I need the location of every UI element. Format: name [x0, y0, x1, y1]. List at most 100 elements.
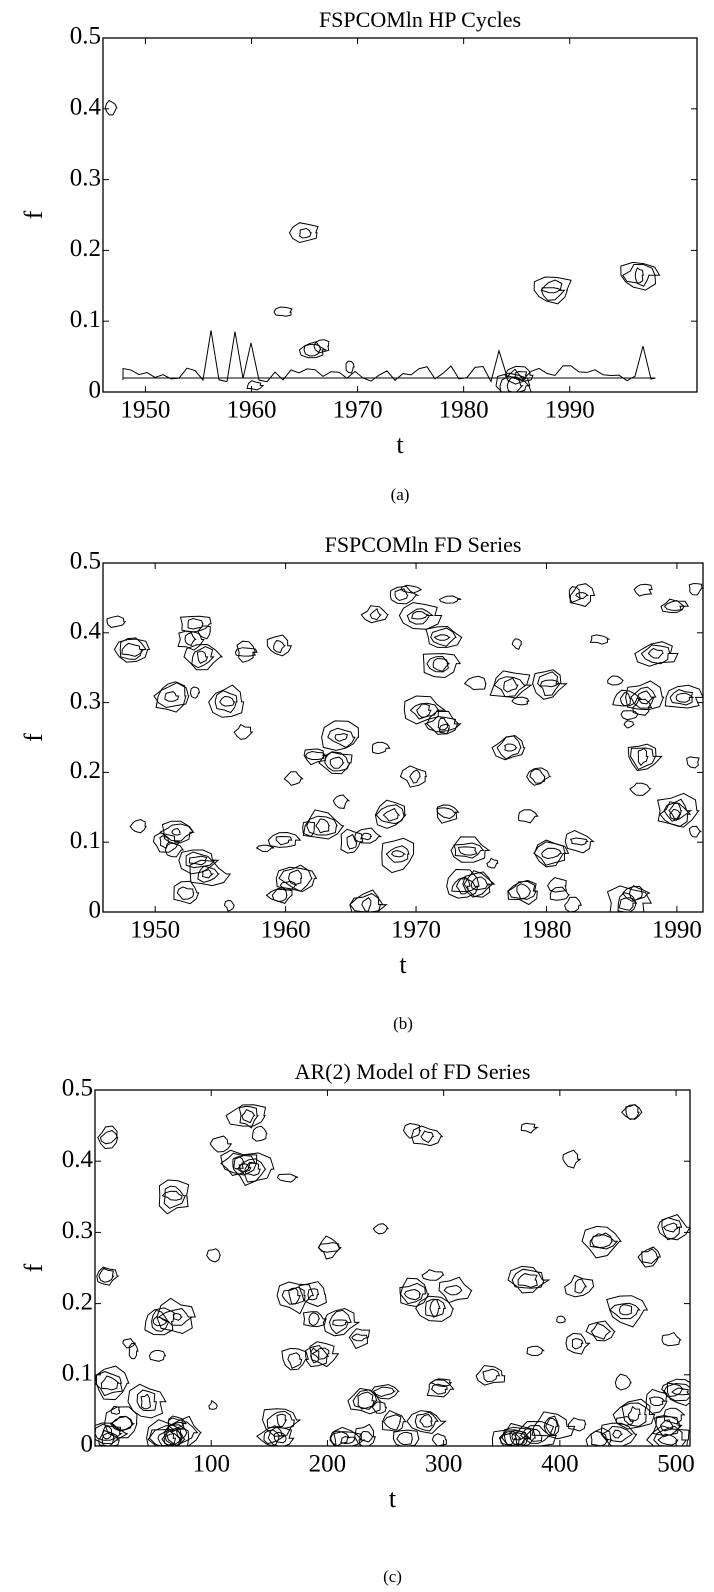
contour-line — [209, 1135, 233, 1153]
contour-line — [661, 1217, 683, 1241]
contour-line — [332, 1426, 363, 1447]
contour-line — [675, 692, 695, 703]
x-tick-label: 1980 — [439, 397, 489, 424]
contour-line — [453, 842, 485, 859]
x-axis-label: t — [389, 1484, 397, 1513]
contour-line — [110, 1405, 121, 1415]
contour-line — [359, 1430, 374, 1443]
contour-line — [398, 602, 443, 630]
contour-line — [255, 844, 275, 852]
contour-line — [545, 1418, 559, 1437]
contour-line — [431, 1433, 447, 1447]
contour-line — [113, 638, 151, 663]
contour-line — [663, 1407, 686, 1425]
contour-line — [457, 846, 478, 856]
y-tick-label: 0.3 — [62, 1217, 93, 1244]
contour-line — [390, 850, 407, 858]
plot: 0 0.1 0.2 0.3 0.4 0.5 1950 1960 1970 1980 1990 FSPC… — [19, 532, 704, 1033]
caption: (c) — [383, 1567, 402, 1586]
x-tick-label: 200 — [309, 1451, 347, 1478]
contour-line — [618, 897, 638, 911]
contour-line — [281, 1286, 306, 1305]
contour-line — [564, 1274, 595, 1298]
contour-line — [507, 879, 538, 906]
contour-line — [197, 865, 220, 883]
contour-line — [509, 1430, 528, 1446]
contour-line — [306, 815, 338, 836]
contour-line — [633, 583, 653, 597]
contour-line — [470, 876, 489, 891]
x-axis-label: t — [399, 950, 407, 979]
contour-line — [100, 1375, 121, 1391]
contour-line — [208, 1399, 218, 1410]
contour-line — [298, 1281, 327, 1307]
contour-line — [309, 1341, 340, 1368]
contour-line — [122, 1338, 137, 1349]
x-tick-label: 100 — [192, 1451, 230, 1478]
contour-line — [347, 1387, 381, 1415]
contour-line — [637, 1246, 662, 1268]
contour-line — [305, 1344, 330, 1368]
contour-line — [430, 627, 457, 647]
contour-line — [340, 1436, 356, 1445]
contour-line — [627, 1405, 641, 1422]
contour-line — [304, 750, 327, 760]
contour-line — [148, 1349, 167, 1362]
contour-line — [429, 1299, 441, 1318]
y-tick-label: 0.2 — [70, 757, 101, 784]
contour-line — [315, 818, 331, 834]
contour-line — [462, 871, 494, 898]
contour-line — [251, 1125, 268, 1142]
contour-line — [392, 1429, 420, 1447]
contour-line — [152, 832, 180, 853]
contour-line — [438, 595, 462, 604]
contour-line — [273, 306, 293, 317]
contour-line — [165, 1421, 199, 1446]
contour-line — [641, 1248, 660, 1265]
contour-line — [266, 1410, 295, 1429]
contour-line — [625, 1104, 640, 1121]
contour-line — [540, 287, 562, 294]
contour-line — [571, 1338, 584, 1350]
contour-line — [332, 794, 351, 809]
contour-line — [163, 1185, 187, 1209]
contour-line — [351, 1333, 368, 1342]
y-tick-label: 0.1 — [62, 1360, 93, 1387]
contour-line — [507, 1265, 551, 1294]
contour-line — [354, 1423, 376, 1447]
chart-title: FSPCOMln FD Series — [325, 532, 522, 557]
contour-line — [276, 1173, 299, 1183]
contour-line — [329, 1430, 351, 1447]
contour-line — [632, 698, 653, 716]
contour-line — [371, 741, 391, 755]
contour-line — [422, 653, 462, 679]
contour-line — [396, 1431, 413, 1445]
contour-line — [225, 1104, 267, 1127]
contour-line — [399, 1282, 426, 1305]
contour-line — [394, 588, 409, 602]
contour-line — [360, 605, 389, 624]
contour-line — [385, 845, 410, 863]
contour-line — [432, 657, 450, 672]
x-tick-label: 1980 — [521, 917, 571, 944]
contour-line — [236, 640, 257, 663]
contour-line — [547, 877, 567, 893]
contour-line — [652, 1416, 683, 1436]
contour-line — [127, 1383, 167, 1419]
contour-line — [532, 669, 568, 700]
contour-line — [158, 1179, 190, 1215]
contour-line — [128, 1342, 139, 1360]
contour-line — [541, 847, 563, 860]
contour-line — [415, 1295, 454, 1322]
contour-line — [348, 1328, 371, 1350]
contour-line — [533, 839, 566, 868]
contour-line — [537, 671, 562, 697]
contour-line — [574, 1278, 588, 1294]
contour-line — [669, 689, 694, 706]
contour-line — [663, 798, 693, 822]
contour-line — [622, 885, 651, 902]
contour-line — [176, 886, 195, 900]
contour-line — [455, 876, 471, 895]
contour-line — [372, 1386, 397, 1398]
contour-line — [104, 99, 118, 116]
